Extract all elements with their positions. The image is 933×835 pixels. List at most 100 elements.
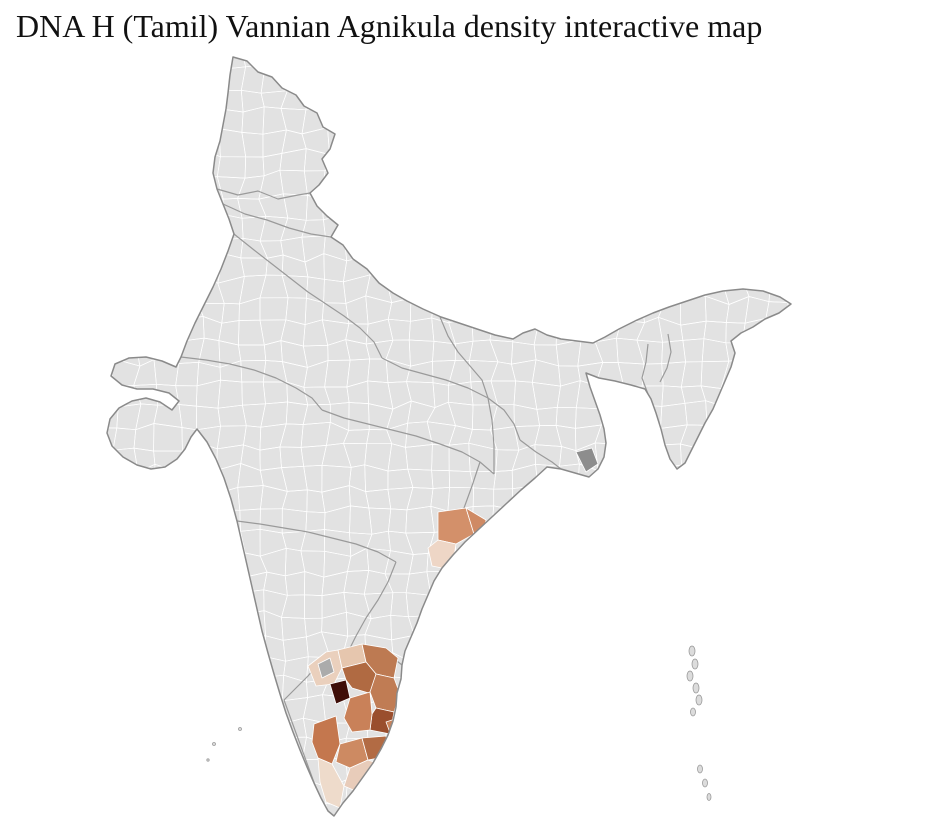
district-cell[interactable] bbox=[621, 822, 644, 835]
district-cell[interactable] bbox=[619, 86, 644, 114]
district-cell[interactable] bbox=[638, 763, 665, 788]
district-cell[interactable] bbox=[450, 778, 477, 807]
district-cell[interactable] bbox=[410, 828, 433, 835]
district-cell[interactable] bbox=[595, 71, 624, 94]
district-cell[interactable] bbox=[511, 296, 540, 322]
district-cell[interactable] bbox=[721, 673, 745, 703]
district-cell[interactable] bbox=[447, 169, 473, 198]
district-cell[interactable] bbox=[177, 218, 204, 242]
district-cell[interactable] bbox=[574, 548, 601, 574]
district-cell[interactable] bbox=[787, 405, 810, 423]
district-cell[interactable] bbox=[681, 613, 706, 635]
district-cell[interactable] bbox=[552, 653, 581, 680]
district-cell[interactable] bbox=[428, 106, 456, 134]
district-cell[interactable] bbox=[637, 636, 666, 659]
district-cell[interactable] bbox=[539, 823, 562, 835]
district-cell[interactable] bbox=[531, 716, 559, 744]
district-cell[interactable] bbox=[704, 530, 730, 555]
district-cell[interactable] bbox=[573, 715, 598, 745]
district-cell[interactable] bbox=[763, 635, 787, 662]
district-cell[interactable] bbox=[785, 217, 811, 242]
district-cell[interactable] bbox=[766, 364, 791, 388]
district-cell[interactable] bbox=[430, 232, 455, 258]
district-cell[interactable] bbox=[618, 194, 645, 216]
district-cell[interactable] bbox=[385, 829, 413, 835]
district-cell[interactable] bbox=[764, 68, 792, 94]
district-cell[interactable] bbox=[663, 633, 687, 658]
district-cell[interactable] bbox=[765, 681, 790, 703]
district-cell[interactable] bbox=[533, 674, 559, 703]
district-cell[interactable] bbox=[153, 589, 182, 620]
district-cell[interactable] bbox=[704, 614, 725, 635]
district-cell[interactable] bbox=[516, 212, 539, 241]
district-cell[interactable] bbox=[618, 679, 643, 702]
district-cell[interactable] bbox=[580, 826, 600, 835]
district-cell[interactable] bbox=[474, 70, 494, 90]
district-cell[interactable] bbox=[160, 190, 180, 220]
district-cell[interactable] bbox=[155, 174, 180, 198]
district-cell[interactable] bbox=[573, 507, 599, 535]
district-cell[interactable] bbox=[764, 215, 788, 235]
district-cell[interactable] bbox=[491, 133, 519, 152]
district-cell[interactable] bbox=[533, 780, 560, 806]
district-cell[interactable] bbox=[678, 45, 707, 72]
district-cell[interactable] bbox=[429, 255, 455, 278]
district-cell[interactable] bbox=[514, 596, 538, 613]
district-cell[interactable] bbox=[111, 591, 141, 619]
district-cell[interactable] bbox=[638, 214, 667, 237]
district-cell[interactable] bbox=[161, 720, 181, 743]
district-cell[interactable] bbox=[678, 505, 705, 535]
district-cell[interactable] bbox=[136, 778, 163, 806]
district-cell[interactable] bbox=[305, 88, 329, 111]
district-cell[interactable] bbox=[637, 614, 664, 641]
district-cell[interactable] bbox=[701, 463, 727, 489]
district-cell[interactable] bbox=[657, 594, 688, 616]
district-cell[interactable] bbox=[154, 65, 183, 93]
district-cell[interactable] bbox=[763, 151, 787, 173]
district-cell[interactable] bbox=[176, 757, 202, 786]
district-cell[interactable] bbox=[93, 448, 121, 471]
district-cell[interactable] bbox=[175, 821, 205, 835]
district-cell[interactable] bbox=[177, 572, 198, 596]
district-cell[interactable] bbox=[619, 530, 646, 553]
island[interactable] bbox=[692, 682, 700, 694]
district-cell[interactable] bbox=[531, 631, 557, 661]
district-cell[interactable] bbox=[595, 611, 625, 640]
district-cell[interactable] bbox=[638, 190, 666, 219]
district-cell[interactable] bbox=[409, 106, 432, 136]
district-cell[interactable] bbox=[595, 800, 624, 829]
district-cell[interactable] bbox=[767, 198, 790, 219]
district-cell[interactable] bbox=[429, 615, 456, 639]
district-cell[interactable] bbox=[471, 111, 496, 137]
island[interactable] bbox=[238, 727, 242, 731]
district-cell[interactable] bbox=[722, 614, 748, 641]
district-cell[interactable] bbox=[765, 654, 786, 683]
district-cell[interactable] bbox=[720, 762, 750, 780]
district-cell[interactable] bbox=[555, 67, 582, 94]
district-cell[interactable] bbox=[452, 253, 478, 282]
district-cell[interactable] bbox=[94, 339, 114, 361]
district-cell[interactable] bbox=[556, 508, 579, 530]
district-cell[interactable] bbox=[301, 824, 330, 835]
district-cell[interactable] bbox=[619, 612, 644, 638]
district-cell[interactable] bbox=[721, 529, 751, 555]
district-cell[interactable] bbox=[786, 610, 813, 640]
district-cell[interactable] bbox=[408, 45, 436, 73]
district-cell[interactable] bbox=[221, 614, 246, 638]
district-cell[interactable] bbox=[536, 799, 556, 827]
district-cell[interactable] bbox=[154, 656, 181, 683]
district-cell[interactable] bbox=[133, 260, 163, 284]
district-cell[interactable] bbox=[94, 358, 114, 388]
district-cell[interactable] bbox=[765, 254, 791, 283]
district-cell[interactable] bbox=[474, 758, 493, 788]
district-cell[interactable] bbox=[390, 110, 413, 136]
district-cell[interactable] bbox=[744, 66, 770, 94]
district-cell[interactable] bbox=[678, 92, 708, 114]
district-cell[interactable] bbox=[160, 781, 184, 806]
district-cell[interactable] bbox=[684, 821, 706, 835]
district-cell[interactable] bbox=[490, 695, 514, 719]
district-cell[interactable] bbox=[176, 276, 200, 305]
district-cell[interactable] bbox=[620, 636, 643, 662]
district-cell[interactable] bbox=[722, 234, 748, 261]
district-cell[interactable] bbox=[156, 318, 179, 344]
